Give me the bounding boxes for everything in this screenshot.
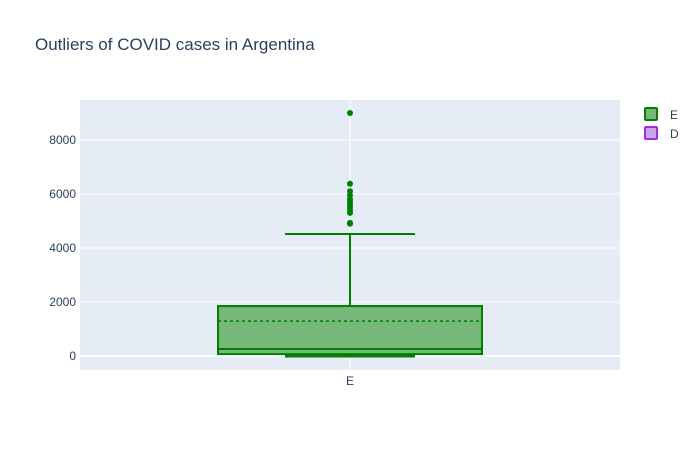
y-tick-label: 0 — [69, 349, 76, 363]
outlier-point — [347, 219, 353, 226]
legend-label-d: D — [670, 127, 679, 141]
outlier-point — [347, 180, 353, 187]
y-tick-label: 6000 — [49, 187, 76, 201]
legend-item-d[interactable]: D — [644, 126, 679, 141]
legend-swatch-e — [644, 107, 658, 121]
chart-title: Outliers of COVID cases in Argentina — [35, 35, 315, 54]
legend[interactable]: E D — [644, 107, 679, 141]
outlier-point — [347, 188, 353, 195]
legend-label-e: E — [670, 108, 678, 122]
y-tick-label: 4000 — [49, 241, 76, 255]
legend-item-e[interactable]: E — [644, 107, 678, 122]
y-tick-label: 8000 — [49, 133, 76, 147]
x-tick-label: E — [346, 374, 354, 388]
y-axis: 0 2000 4000 6000 8000 — [49, 133, 76, 363]
outlier-point — [347, 110, 353, 116]
y-tick-label: 2000 — [49, 295, 76, 309]
legend-swatch-d — [644, 126, 658, 140]
box-layer — [217, 110, 483, 358]
x-axis: E — [346, 374, 354, 388]
box-iqr — [217, 305, 483, 356]
